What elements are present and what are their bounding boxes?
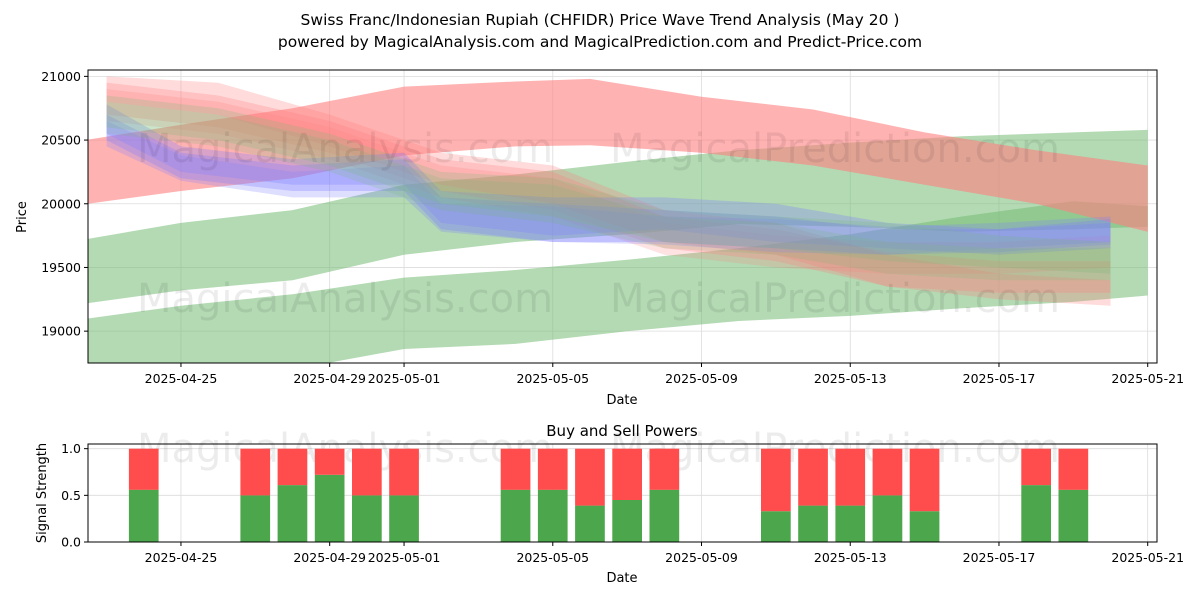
sell-bar-2025-04-24 [128, 448, 159, 490]
signal-plot-frame [87, 443, 1158, 543]
price-band-blue-8 [106, 121, 1111, 255]
price-y-tick-label: 19000 [41, 324, 81, 339]
price-y-tick-label: 21000 [41, 69, 81, 84]
price-band-green-9 [106, 95, 1111, 274]
price-x-tick-label: 2025-05-09 [665, 371, 738, 386]
buy-bar-2025-04-28 [277, 485, 308, 542]
signal-x-axis-label: Date [606, 571, 637, 586]
price-y-tick-label: 19500 [41, 260, 81, 275]
watermark-analysis-bottom: MagicalAnalysis.com [137, 276, 553, 322]
sell-bar-2025-04-28 [277, 448, 308, 486]
price-chart: MagicalAnalysis.com MagicalPrediction.co… [15, 69, 1184, 408]
buy-bar-2025-05-06 [575, 505, 605, 542]
signal-y-tick-label: 0.0 [61, 535, 81, 550]
price-band-red-4 [106, 82, 1111, 293]
signal-x-tick-label: 2025-05-13 [814, 550, 887, 565]
buy-bar-2025-04-29 [314, 474, 345, 542]
sell-bar-2025-05-04 [500, 448, 531, 490]
sell-bar-2025-05-14 [872, 448, 903, 496]
price-x-ticks: 2025-04-25 2025-04-29 2025-05-01 2025-05-05… [145, 363, 1184, 386]
figure-title-line1: Swiss Franc/Indonesian Rupiah (CHFIDR) P… [301, 11, 900, 29]
price-watermarks: MagicalAnalysis.com MagicalPrediction.co… [137, 126, 1060, 322]
sell-bar-2025-05-07 [612, 448, 642, 500]
price-bands [88, 76, 1148, 363]
buy-bar-2025-05-18 [1021, 485, 1051, 542]
signal-x-tick-label: 2025-05-01 [368, 550, 441, 565]
price-x-tick-label: 2025-04-29 [293, 371, 366, 386]
price-x-tick-label: 2025-05-17 [963, 371, 1036, 386]
price-band-blue-7 [106, 114, 1111, 255]
sell-bar-2025-04-30 [352, 448, 382, 496]
watermark-prediction-bottom: MagicalPrediction.com [610, 276, 1060, 322]
buy-bar-2025-05-19 [1058, 489, 1089, 542]
sell-bar-2025-05-13 [835, 448, 866, 506]
sell-bar-2025-05-05 [537, 448, 568, 490]
signal-y-ticks: 0.0 0.5 1.0 [61, 441, 88, 550]
price-plot-frame [87, 69, 1158, 364]
price-x-axis-label: Date [606, 393, 637, 408]
signal-x-tick-label: 2025-05-09 [665, 550, 738, 565]
sell-bar-2025-05-06 [575, 448, 605, 506]
signal-x-tick-label: 2025-05-05 [516, 550, 589, 565]
signal-x-tick-label: 2025-05-21 [1111, 550, 1184, 565]
sell-bar-2025-05-01 [389, 448, 419, 496]
price-y-tick-label: 20000 [41, 196, 81, 211]
price-x-tick-label: 2025-04-25 [145, 371, 218, 386]
buy-bar-2025-05-12 [798, 505, 828, 542]
price-band-green-10 [106, 101, 1111, 281]
signal-y-tick-label: 1.0 [61, 441, 81, 456]
price-x-tick-label: 2025-05-05 [516, 371, 589, 386]
signal-x-ticks: 2025-04-25 2025-04-29 2025-05-01 2025-05-05… [145, 542, 1184, 565]
signal-y-axis-label: Signal Strength [35, 443, 50, 543]
figure-title-line2: powered by MagicalAnalysis.com and Magic… [278, 33, 922, 51]
buy-bar-2025-05-13 [835, 505, 866, 542]
watermark-prediction-signal: MagicalPrediction.com [610, 426, 1060, 472]
buy-bar-2025-04-24 [128, 489, 159, 542]
price-band-red-5 [106, 89, 1111, 274]
buy-bar-2025-05-05 [537, 489, 568, 542]
price-y-axis-label: Price [15, 201, 30, 233]
watermark-analysis-top: MagicalAnalysis.com [137, 126, 553, 172]
sell-bar-2025-05-11 [761, 448, 791, 512]
sell-bar-2025-05-08 [649, 448, 680, 490]
price-band-blue-6 [106, 104, 1111, 255]
price-x-tick-label: 2025-05-21 [1111, 371, 1184, 386]
price-band-green-0 [88, 201, 1148, 363]
price-x-tick-label: 2025-05-01 [368, 371, 441, 386]
sell-bar-2025-05-12 [798, 448, 828, 506]
buy-bar-2025-05-07 [612, 500, 642, 542]
price-y-tick-label: 20500 [41, 133, 81, 148]
sell-bar-2025-04-27 [240, 448, 271, 496]
sell-bar-2025-05-15 [909, 448, 940, 512]
price-x-tick-label: 2025-05-13 [814, 371, 887, 386]
sell-bar-2025-04-29 [314, 448, 345, 475]
watermark-analysis-signal: MagicalAnalysis.com [137, 426, 553, 472]
signal-x-tick-label: 2025-04-29 [293, 550, 366, 565]
buy-bar-2025-04-27 [240, 495, 271, 542]
buy-bar-2025-05-14 [872, 495, 903, 542]
buy-bar-2025-05-01 [389, 495, 419, 542]
buy-bar-2025-04-30 [352, 495, 382, 542]
signal-bars [128, 448, 1089, 542]
sell-bar-2025-05-19 [1058, 448, 1089, 490]
signal-chart-title: Buy and Sell Powers [546, 422, 698, 440]
signal-x-tick-label: 2025-05-17 [963, 550, 1036, 565]
buy-bar-2025-05-08 [649, 489, 680, 542]
signal-x-tick-label: 2025-04-25 [145, 550, 218, 565]
sell-bar-2025-05-18 [1021, 448, 1051, 486]
buy-bar-2025-05-04 [500, 489, 531, 542]
price-band-red-3 [106, 76, 1111, 306]
watermark-prediction-top: MagicalPrediction.com [610, 126, 1060, 172]
signal-y-tick-label: 0.5 [61, 488, 81, 503]
signal-chart: Buy and Sell Powers MagicalAnalysis.com … [35, 422, 1184, 586]
price-y-ticks: 19000 19500 20000 20500 21000 [41, 69, 88, 339]
buy-bar-2025-05-15 [909, 511, 940, 542]
price-band-red-2 [88, 78, 1148, 232]
buy-bar-2025-05-11 [761, 511, 791, 542]
